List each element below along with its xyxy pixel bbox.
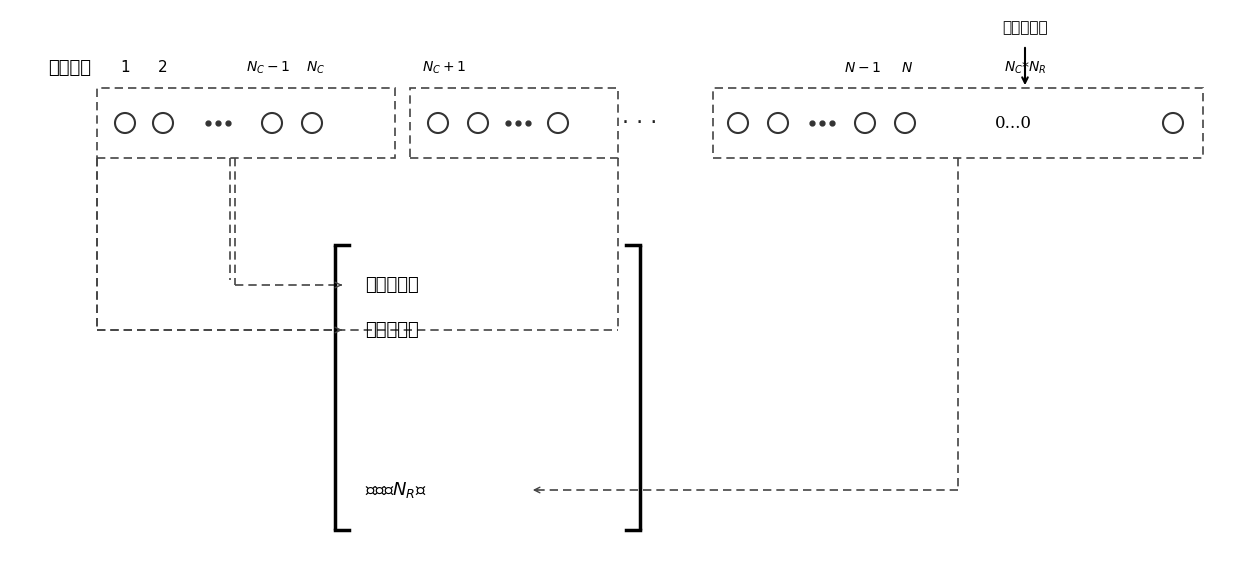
Text: $N-1$: $N-1$ <box>845 61 881 75</box>
Text: 0...0: 0...0 <box>995 115 1032 132</box>
Text: $N$: $N$ <box>901 61 913 75</box>
Text: 矩阵第$N_R$行: 矩阵第$N_R$行 <box>366 480 426 500</box>
Text: $N_C{*}N_R$: $N_C{*}N_R$ <box>1004 60 1047 76</box>
Text: 不足处补零: 不足处补零 <box>1002 21 1048 35</box>
Text: 数据序号: 数据序号 <box>48 59 90 77</box>
Text: 2: 2 <box>159 60 167 75</box>
Bar <box>410 88 618 158</box>
Text: $N_C+1$: $N_C+1$ <box>422 60 466 76</box>
Text: 矩阵第二行: 矩阵第二行 <box>366 321 419 339</box>
Text: 1: 1 <box>120 60 130 75</box>
Bar <box>97 88 395 158</box>
Text: $N_C-1$: $N_C-1$ <box>245 60 290 76</box>
Text: · · ·: · · · <box>622 113 658 133</box>
Bar <box>712 88 1203 158</box>
Text: $N_C$: $N_C$ <box>306 60 326 76</box>
Text: 矩阵第一行: 矩阵第一行 <box>366 276 419 294</box>
